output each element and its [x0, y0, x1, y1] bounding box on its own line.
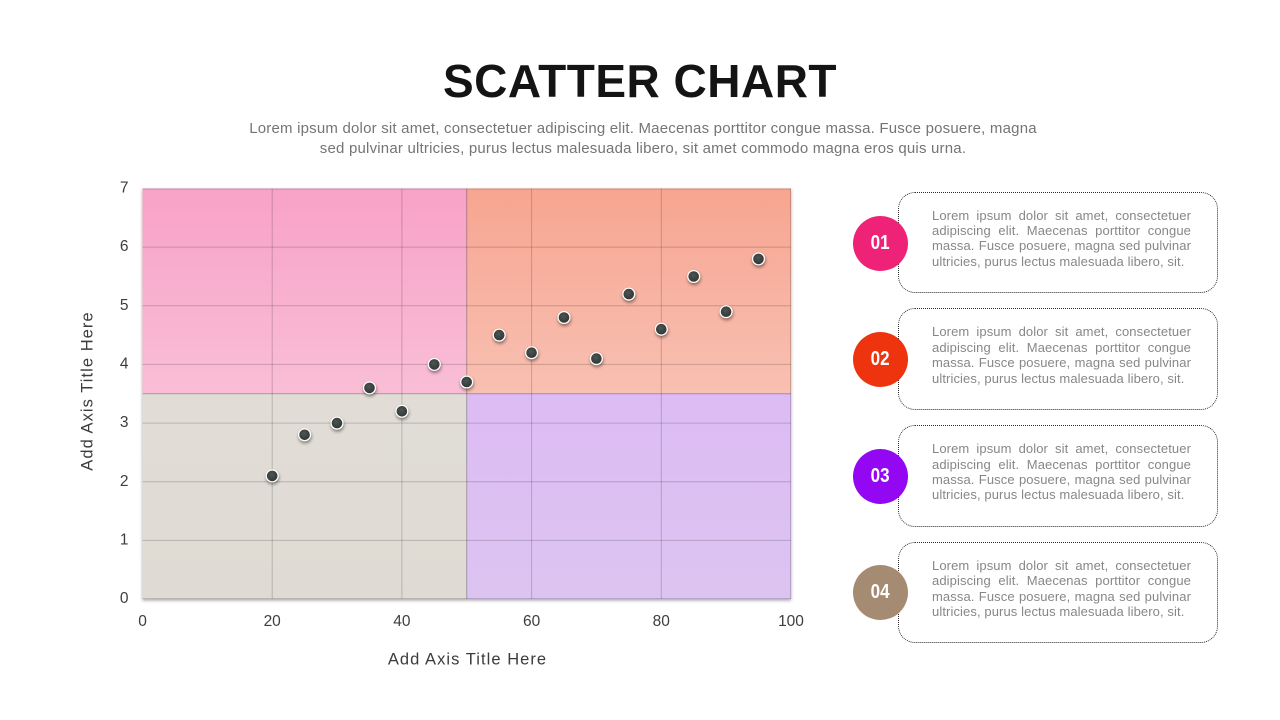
svg-text:40: 40	[393, 613, 411, 630]
svg-text:20: 20	[264, 613, 282, 630]
svg-text:0: 0	[120, 590, 129, 607]
svg-text:7: 7	[120, 180, 129, 197]
svg-text:0: 0	[138, 613, 147, 630]
svg-text:100: 100	[778, 613, 804, 630]
svg-text:6: 6	[120, 238, 129, 255]
svg-text:1: 1	[120, 532, 129, 549]
svg-text:Add Axis Title Here: Add Axis Title Here	[79, 311, 97, 470]
svg-text:2: 2	[120, 473, 129, 490]
svg-text:80: 80	[653, 613, 671, 630]
svg-text:60: 60	[523, 613, 541, 630]
svg-text:Add Axis Title Here: Add Axis Title Here	[388, 651, 547, 669]
svg-text:5: 5	[120, 297, 129, 314]
svg-text:4: 4	[120, 356, 129, 373]
svg-text:3: 3	[120, 414, 129, 431]
